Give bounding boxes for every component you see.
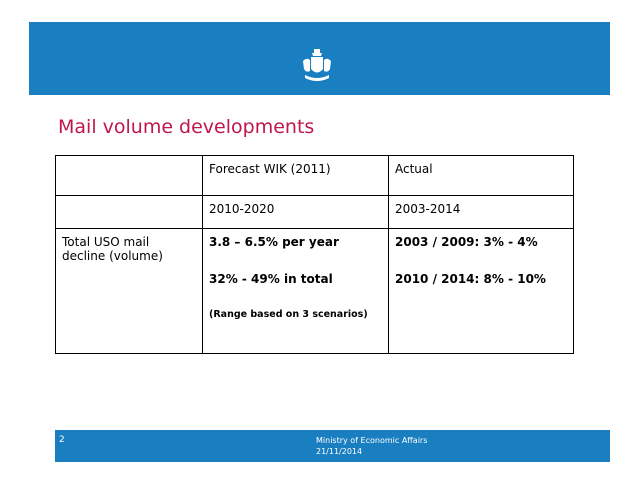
table-period-row: 2010-2020 2003-2014 — [55, 195, 574, 229]
footer-date: 21/11/2014 — [316, 447, 363, 456]
row-label: Total USO mail decline (volume) — [55, 228, 203, 354]
table-cell — [55, 155, 203, 196]
column-header-actual: Actual — [388, 155, 574, 196]
actual-cell: 2003 / 2009: 3% - 4% 2010 / 2014: 8% - 1… — [388, 228, 574, 354]
coat-of-arms-icon — [303, 49, 331, 81]
table-row: Total USO mail decline (volume) 3.8 – 6.… — [55, 228, 574, 354]
forecast-cell: 3.8 – 6.5% per year 32% - 49% in total (… — [202, 228, 389, 354]
data-table: Forecast WIK (2011) Actual 2010-2020 200… — [55, 155, 574, 354]
forecast-note: (Range based on 3 scenarios) — [209, 309, 368, 320]
actual-2010-2014: 2010 / 2014: 8% - 10% — [395, 272, 546, 286]
page-number: 2 — [59, 435, 65, 445]
table-header-row: Forecast WIK (2011) Actual — [55, 155, 574, 196]
forecast-total: 32% - 49% in total — [209, 272, 333, 286]
forecast-period: 2010-2020 — [202, 195, 389, 229]
table-cell — [55, 195, 203, 229]
ministry-name: Ministry of Economic Affairs — [316, 436, 428, 445]
slide-title: Mail volume developments — [58, 116, 315, 138]
footer-bar: 2 Ministry of Economic Affairs 21/11/201… — [55, 430, 610, 462]
forecast-annual: 3.8 – 6.5% per year — [209, 235, 339, 249]
actual-period: 2003-2014 — [388, 195, 574, 229]
actual-2003-2009: 2003 / 2009: 3% - 4% — [395, 235, 538, 249]
footer-info: Ministry of Economic Affairs 21/11/2014 — [316, 435, 427, 457]
column-header-forecast: Forecast WIK (2011) — [202, 155, 389, 196]
